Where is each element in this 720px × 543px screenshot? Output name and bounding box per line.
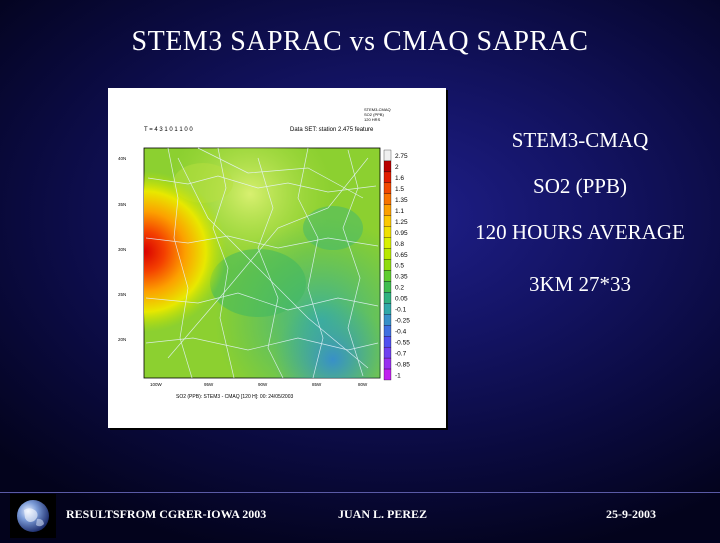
x-tick-label: 100W (150, 382, 163, 387)
scale-swatch (383, 281, 392, 293)
side-line-grid: 3KM 27*33 (528, 272, 632, 296)
figure-stamp-line: STEM3-CMAQ (364, 107, 391, 112)
scale-swatch (383, 149, 392, 162)
x-tick-label: 85W (312, 382, 322, 387)
map-field (143, 147, 381, 379)
scale-label: 2.75 (395, 153, 408, 160)
scale-swatch (383, 346, 392, 359)
figure-header-mid: Data SET: station 2.475 feature (290, 127, 374, 133)
slide-title: STEM3 SAPRAC vs CMAQ SAPRAC (131, 26, 589, 57)
map-image: T = 4 3 1 0 1 1 0 0 Data SET: station 2.… (118, 107, 410, 400)
scale-swatch (383, 303, 392, 315)
side-line-model: STEM3-CMAQ (511, 128, 649, 152)
scale-swatch (383, 226, 392, 238)
footer-divider (0, 492, 720, 493)
scale-label: 0.2 (395, 285, 404, 292)
side-text-panel: STEM3-CMAQ SO2 (PPB) 120 HOURS AVERAGE 3… (470, 128, 690, 318)
scale-swatch (383, 270, 392, 282)
scale-swatch (383, 314, 392, 326)
figure-stamp-line: 120 HRS (364, 117, 381, 122)
scale-swatch (383, 325, 392, 337)
scale-label: -0.55 (395, 339, 410, 346)
scale-label: 1.5 (395, 186, 404, 193)
footer-center-text: JUAN L. PEREZ (338, 507, 428, 521)
scale-label: -0.85 (395, 361, 410, 368)
scale-label: 1.35 (395, 197, 408, 204)
scale-label: -0.25 (395, 318, 410, 325)
scale-swatch (383, 171, 392, 184)
figure-header-left: T = 4 3 1 0 1 1 0 0 (144, 127, 193, 133)
scale-swatch (383, 215, 392, 227)
scale-swatch (383, 204, 392, 216)
scale-label: 0.5 (395, 263, 404, 270)
side-line-period: 120 HOURS AVERAGE (475, 220, 685, 244)
scale-label: 2 (395, 164, 399, 171)
scale-label: 0.8 (395, 241, 404, 248)
scale-label: 1.1 (395, 208, 404, 215)
y-tick-label: 30N (118, 247, 126, 252)
y-tick-label: 35N (118, 202, 126, 207)
scale-label: 1.6 (395, 175, 404, 182)
so2-map-figure: T = 4 3 1 0 1 1 0 0 Data SET: station 2.… (108, 88, 446, 428)
y-tick-label: 20N (118, 337, 126, 342)
scale-label: 1.25 (395, 219, 408, 226)
x-tick-label: 80W (358, 382, 368, 387)
scale-swatch (383, 368, 392, 381)
figure-stamp-line: SO2 (PPB) (364, 112, 384, 117)
side-line-species: SO2 (PPB) (533, 174, 627, 198)
scale-swatch (383, 182, 392, 194)
y-tick-label: 25N (118, 292, 126, 297)
scale-swatch (383, 292, 392, 304)
scale-label: 0.95 (395, 230, 408, 237)
scale-swatch (383, 357, 392, 370)
globe-logo (10, 494, 56, 538)
scale-label: -1 (395, 372, 401, 379)
scale-swatch (383, 259, 392, 271)
scale-label: 0.05 (395, 296, 408, 303)
color-scale: 2.75 2 1.6 1.5 1.35 1.1 1.25 0.95 0.8 0.65 0.5 0.35… (383, 149, 410, 381)
y-tick-label: 40N (118, 156, 126, 161)
scale-label: -0.7 (395, 350, 407, 357)
footer-date: 25-9-2003 (606, 507, 656, 521)
scale-swatch (383, 193, 392, 205)
scale-swatch (383, 336, 392, 348)
scale-label: 0.65 (395, 252, 408, 259)
scale-swatch (383, 237, 392, 249)
scale-swatch (383, 160, 392, 173)
footer-left-text: RESULTSFROM CGRER-IOWA 2003 (66, 507, 267, 521)
x-tick-label: 90W (258, 382, 268, 387)
x-tick-label: 95W (204, 382, 214, 387)
scale-label: -0.4 (395, 328, 407, 335)
scale-swatch (383, 248, 392, 260)
figure-caption: SO2 (PPB): STEM3 - CMAQ [120 H]: 00: 24/… (176, 394, 293, 400)
scale-label: -0.1 (395, 307, 407, 314)
scale-label: 0.35 (395, 274, 408, 281)
